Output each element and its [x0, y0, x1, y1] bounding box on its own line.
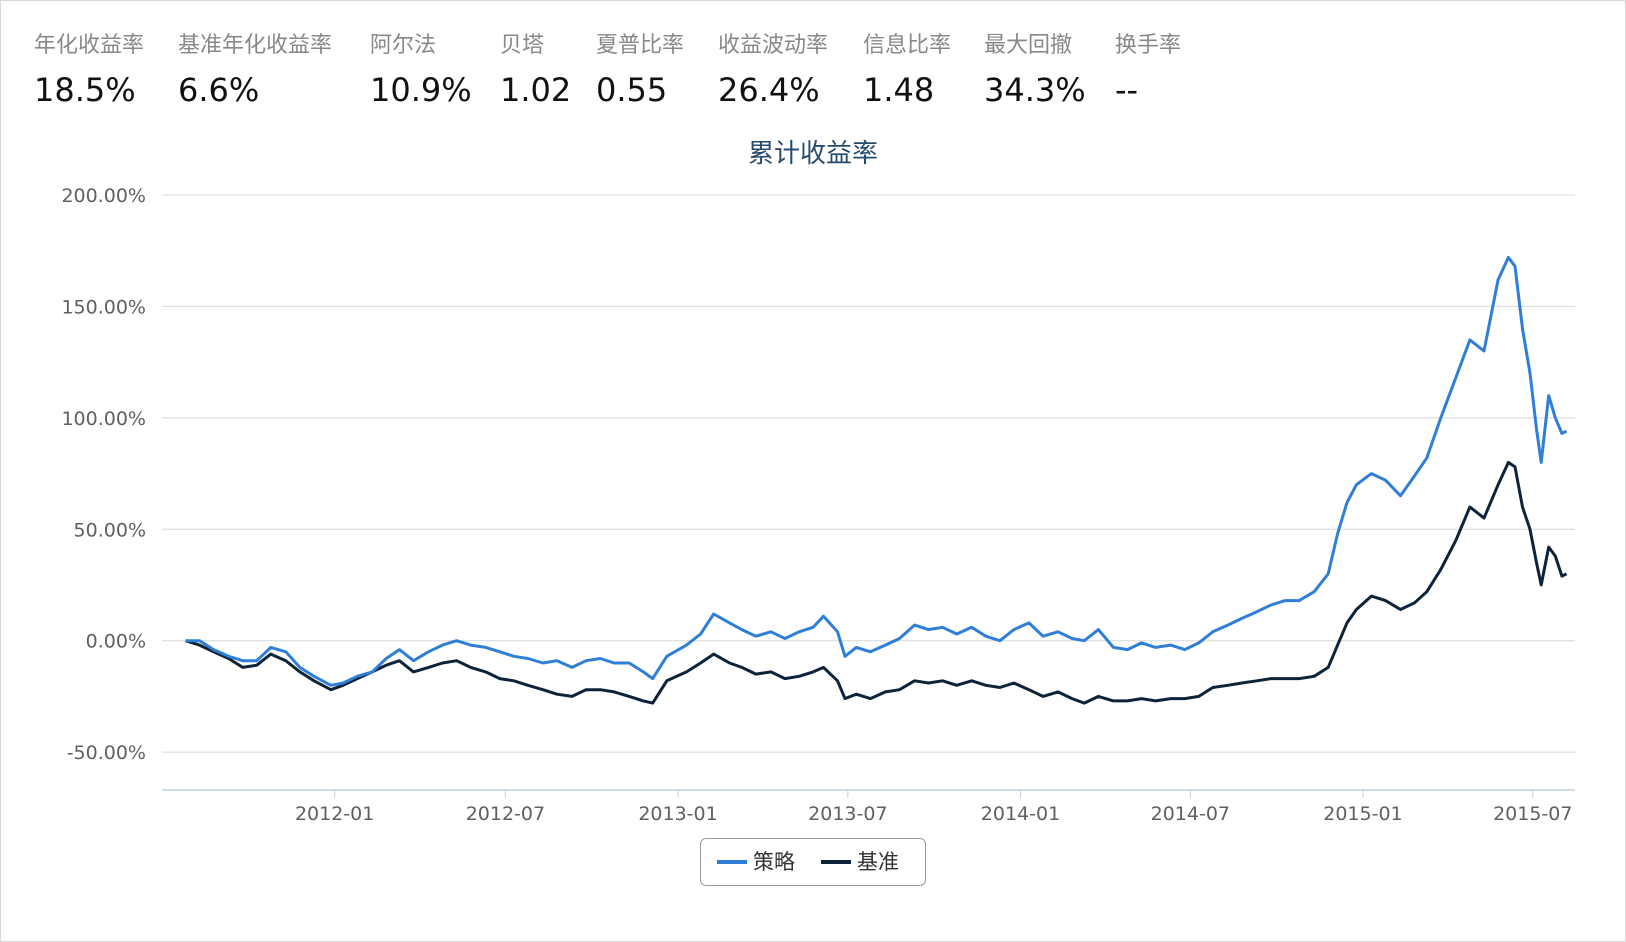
metric-value: 34.3% [984, 71, 1086, 109]
metric-label: 信息比率 [863, 33, 952, 58]
metric-label: 换手率 [1115, 33, 1182, 58]
series-lines [185, 255, 1568, 705]
metric-value: 18.5% [34, 71, 136, 109]
x-tick-label: 2012-07 [466, 803, 545, 825]
legend-label-benchmark: 基准 [857, 850, 899, 874]
metric-label: 基准年化收益率 [178, 33, 333, 58]
x-tick-label: 2015-07 [1493, 803, 1572, 825]
metric-volatility: 收益波动率 26.4% [718, 28, 828, 110]
metric-beta: 贝塔 1.02 [500, 28, 571, 110]
metric-value: 1.48 [863, 71, 935, 109]
metric-label: 阿尔法 [370, 33, 437, 58]
metric-benchmark-annual-return: 基准年化收益率 6.6% [178, 28, 332, 110]
x-tick-label: 2014-07 [1151, 803, 1230, 825]
metric-turnover: 换手率 -- [1115, 28, 1181, 110]
y-axis-labels: 200.00% 150.00% 100.00% 50.00% 0.00% -50.00% [61, 185, 146, 764]
legend-swatch-benchmark [821, 859, 851, 864]
legend-label-strategy: 策略 [753, 850, 795, 874]
x-tick-label: 2015-01 [1323, 803, 1402, 825]
x-tick-label: 2012-01 [295, 803, 374, 825]
y-tick-label: 100.00% [61, 408, 146, 430]
metric-value: 1.02 [500, 71, 572, 109]
metric-annual-return: 年化收益率 18.5% [34, 28, 144, 110]
grid-lines [162, 194, 1575, 753]
metric-information-ratio: 信息比率 1.48 [863, 28, 951, 110]
y-tick-label: 200.00% [61, 185, 146, 207]
metric-value: 10.9% [370, 71, 472, 109]
metrics-bar: 年化收益率 18.5% 基准年化收益率 6.6% 阿尔法 10.9% 贝塔 1.… [0, 0, 1626, 130]
y-tick-label: 150.00% [61, 296, 146, 318]
legend-item-benchmark[interactable]: 基准 [821, 839, 899, 885]
metric-value: 6.6% [178, 71, 260, 109]
metric-value: 0.55 [596, 71, 668, 109]
metric-label: 最大回撤 [984, 33, 1073, 58]
y-tick-label: -50.00% [67, 742, 146, 764]
legend: 策略 基准 [700, 838, 926, 886]
metric-max-drawdown: 最大回撤 34.3% [984, 28, 1086, 110]
legend-item-strategy[interactable]: 策略 [717, 839, 795, 885]
metric-label: 夏普比率 [596, 33, 685, 58]
x-tick-label: 2014-01 [981, 803, 1060, 825]
x-tick-label: 2013-01 [638, 803, 717, 825]
metric-sharpe: 夏普比率 0.55 [596, 28, 684, 110]
series-line-strategy[interactable] [185, 255, 1568, 687]
metric-value: -- [1115, 71, 1139, 109]
metric-label: 收益波动率 [718, 33, 829, 58]
x-tick-label: 2013-07 [808, 803, 887, 825]
metric-value: 26.4% [718, 71, 820, 109]
metric-alpha: 阿尔法 10.9% [370, 28, 472, 110]
x-axis-labels: 2012-01 2012-07 2013-01 2013-07 2014-01 2014-… [295, 790, 1572, 825]
y-tick-label: 0.00% [86, 631, 146, 653]
legend-swatch-strategy [717, 859, 747, 864]
metric-label: 年化收益率 [34, 33, 145, 58]
chart-title: 累计收益率 [748, 139, 878, 169]
y-tick-label: 50.00% [74, 519, 146, 541]
series-line-benchmark[interactable] [185, 460, 1568, 705]
metric-label: 贝塔 [500, 33, 545, 58]
